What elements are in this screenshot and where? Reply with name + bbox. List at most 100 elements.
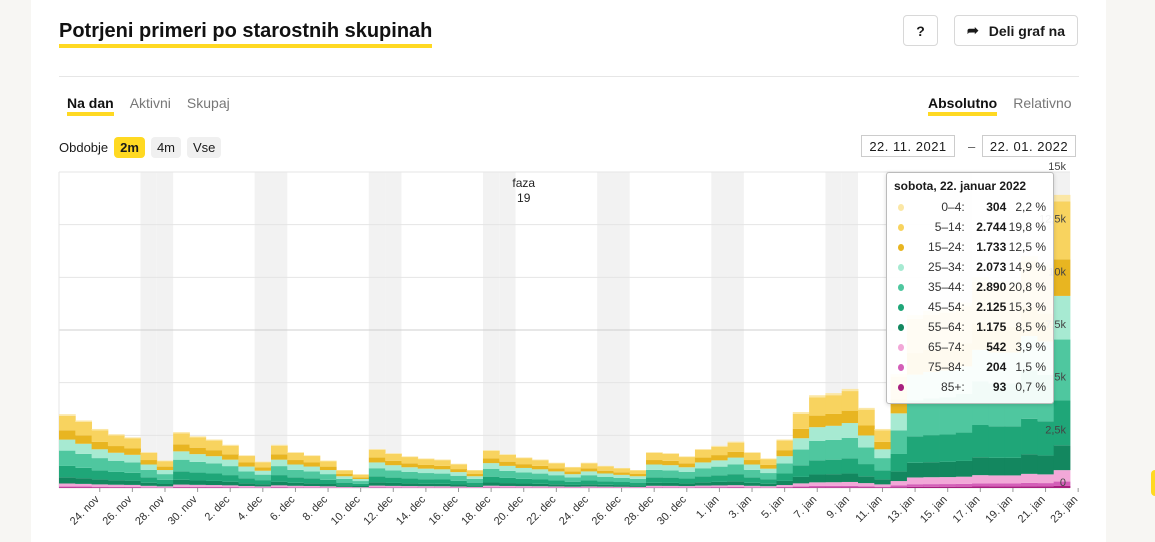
bar-segment xyxy=(303,471,321,479)
bar-segment xyxy=(955,483,973,487)
bar-segment xyxy=(825,487,843,488)
bar-segment xyxy=(923,435,940,463)
series-color-dot xyxy=(898,223,905,231)
bar-segment xyxy=(75,467,93,479)
bar-segment xyxy=(499,477,516,484)
bar-segment xyxy=(792,413,810,429)
bar-segment xyxy=(694,485,712,488)
bar-segment xyxy=(238,478,256,484)
bar-segment xyxy=(955,476,973,484)
tab-aktivni[interactable]: Aktivni xyxy=(129,95,171,111)
tooltip-row: 25–34: 2.073 14,9 % xyxy=(894,257,1046,277)
bar-segment xyxy=(776,485,794,487)
bar-segment xyxy=(270,487,288,488)
bar-segment xyxy=(629,486,647,488)
bar-segment xyxy=(825,395,843,414)
bar-segment xyxy=(711,487,728,488)
bar-segment xyxy=(1021,418,1038,455)
bar-segment xyxy=(270,481,288,486)
tooltip-row: 5–14: 2.744 19,8 % xyxy=(894,217,1046,237)
tab-na-dan[interactable]: Na dan xyxy=(67,95,114,116)
bar-segment xyxy=(140,485,158,488)
bar-segment xyxy=(564,477,582,482)
bar-segment xyxy=(711,466,728,476)
bar-segment xyxy=(548,471,565,476)
x-tick-label: 19. jan xyxy=(983,494,1015,526)
bar-segment xyxy=(727,474,745,482)
y-tick-label: 0 xyxy=(1060,477,1066,489)
bar-segment xyxy=(352,479,370,482)
tab-absolutno[interactable]: Absolutno xyxy=(928,95,998,116)
period-2m[interactable]: 2m xyxy=(114,137,145,158)
bar-segment xyxy=(662,460,680,466)
bar-segment xyxy=(303,462,321,467)
bar-segment xyxy=(189,472,207,481)
bar-segment xyxy=(499,483,516,486)
bar-segment xyxy=(776,440,794,451)
bar-segment xyxy=(548,462,565,464)
tab-skupaj[interactable]: Skupaj xyxy=(186,95,230,111)
bar-segment xyxy=(711,460,728,467)
bar-segment xyxy=(776,463,794,474)
bar-segment xyxy=(809,485,826,488)
tooltip-row: 85+: 93 0,7 % xyxy=(894,377,1046,397)
x-tick-label: 13. jan xyxy=(885,494,917,526)
bar-segment xyxy=(890,481,908,486)
bar-segment xyxy=(646,477,663,483)
bar-segment xyxy=(1004,486,1022,488)
bar-segment xyxy=(368,448,386,450)
bar-segment xyxy=(466,486,484,488)
bar-segment xyxy=(858,486,875,488)
tab-relativno[interactable]: Relativno xyxy=(1013,95,1072,111)
bar-segment xyxy=(287,482,304,486)
bar-segment xyxy=(646,452,663,461)
tooltip-age: 55–64: xyxy=(928,320,965,334)
bar-segment xyxy=(1037,421,1055,456)
bar-segment xyxy=(580,463,598,469)
period-vse[interactable]: Vse xyxy=(187,137,222,158)
x-tick-label: 15. jan xyxy=(918,494,950,526)
bar-segment xyxy=(173,433,190,445)
share-button[interactable]: ➦ Deli graf na xyxy=(954,15,1078,46)
bar-segment xyxy=(906,462,924,478)
bar-segment xyxy=(792,476,810,484)
bar-segment xyxy=(694,476,712,483)
bar-segment xyxy=(548,486,565,488)
bar-segment xyxy=(809,482,826,486)
bar-segment xyxy=(580,462,598,464)
help-button[interactable]: ? xyxy=(903,15,938,46)
x-tick-label: 1. jan xyxy=(694,494,722,522)
bar-segment xyxy=(792,483,810,487)
bar-segment xyxy=(107,434,125,436)
x-tick-label: 5. jan xyxy=(759,494,787,522)
bar-segment xyxy=(792,465,810,477)
bar-segment xyxy=(564,471,582,475)
bar-segment xyxy=(368,468,386,477)
period-4m[interactable]: 4m xyxy=(150,137,182,158)
bar-segment xyxy=(825,459,843,475)
bar-segment xyxy=(1053,259,1071,296)
x-tick-label: 30. dec xyxy=(655,493,689,527)
bar-segment xyxy=(694,449,712,458)
bar-segment xyxy=(287,460,304,465)
bar-segment xyxy=(352,486,370,488)
bar-segment xyxy=(238,456,256,463)
bar-segment xyxy=(270,466,288,476)
bar-segment xyxy=(124,480,141,485)
bar-segment xyxy=(368,449,386,458)
date-to-input[interactable]: 22. 01. 2022 xyxy=(982,135,1076,157)
bar-segment xyxy=(809,395,826,398)
bar-segment xyxy=(890,430,908,454)
bar-segment xyxy=(809,415,826,428)
bar-segment xyxy=(401,467,419,472)
bar-segment xyxy=(646,464,663,470)
bar-segment xyxy=(841,388,859,392)
bar-segment xyxy=(91,430,109,442)
bar-segment xyxy=(140,482,158,486)
bar-segment xyxy=(319,479,337,485)
bar-segment xyxy=(417,486,435,488)
bar-segment xyxy=(91,441,109,450)
divider xyxy=(59,76,1079,77)
bar-segment xyxy=(254,461,272,463)
date-from-input[interactable]: 22. 11. 2021 xyxy=(861,135,955,157)
